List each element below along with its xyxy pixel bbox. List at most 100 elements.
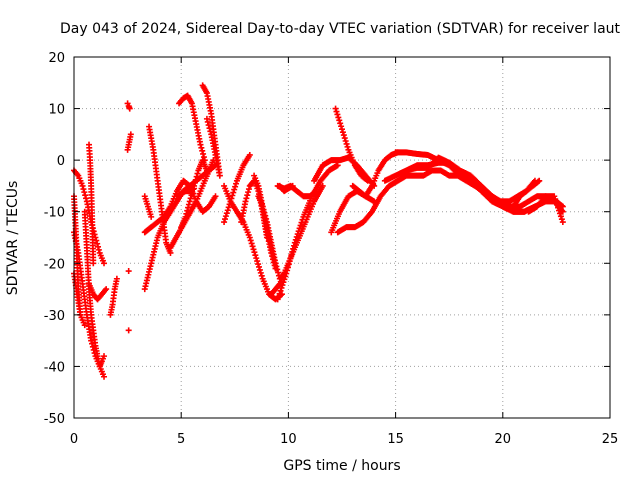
y-tick-label: -30 — [44, 309, 65, 324]
series-arc08 — [107, 275, 120, 318]
data-point — [148, 213, 155, 220]
y-axis-label: SDTVAR / TECUs — [5, 181, 21, 296]
data-point — [223, 210, 230, 217]
data-point — [95, 246, 102, 253]
data-point — [245, 186, 252, 193]
series-arc07 — [86, 280, 110, 303]
data-point — [126, 105, 133, 112]
data-point — [246, 234, 253, 241]
data-point — [207, 128, 214, 135]
data-point — [343, 140, 350, 147]
data-point — [198, 144, 205, 151]
data-point — [80, 186, 87, 193]
series-arc28 — [259, 208, 279, 272]
data-point — [275, 269, 282, 276]
data-point — [225, 204, 232, 211]
data-point — [556, 207, 563, 214]
data-point — [192, 176, 199, 183]
data-point — [89, 340, 96, 347]
data-point — [342, 137, 349, 144]
data-point — [251, 249, 258, 256]
x-tick-label: 5 — [177, 432, 185, 447]
data-point — [297, 222, 304, 229]
y-tick-label: -20 — [44, 257, 65, 272]
data-point — [269, 253, 276, 260]
data-point — [228, 195, 235, 202]
data-point — [101, 353, 108, 360]
y-tick-label: -40 — [44, 360, 65, 375]
data-point — [226, 201, 233, 208]
data-point — [216, 172, 223, 179]
data-point — [103, 286, 110, 293]
data-point — [364, 177, 371, 184]
data-point — [187, 195, 194, 202]
data-point — [337, 120, 344, 127]
y-tick-label: -10 — [44, 206, 65, 221]
data-point — [555, 204, 562, 211]
series-arc05 — [81, 208, 108, 370]
data-point — [272, 265, 279, 272]
data-point — [221, 219, 228, 226]
series-arc09 — [124, 100, 133, 112]
series-arc40 — [403, 154, 538, 215]
data-point — [185, 204, 192, 211]
data-point — [186, 198, 193, 205]
data-point — [101, 373, 108, 380]
x-tick-label: 20 — [495, 432, 512, 447]
series-arc24 — [221, 151, 253, 226]
data-point — [243, 195, 250, 202]
data-point — [252, 252, 259, 259]
data-point — [344, 143, 351, 150]
data-point — [189, 189, 196, 196]
data-point — [363, 176, 370, 183]
data-point — [200, 154, 207, 161]
data-point — [275, 282, 282, 289]
data-point — [125, 327, 132, 334]
data-point — [193, 173, 200, 180]
data-point — [559, 219, 566, 226]
data-point — [233, 180, 240, 187]
x-tick-label: 0 — [70, 432, 78, 447]
data-point — [183, 210, 190, 217]
data-point — [269, 256, 276, 263]
series-arc16 — [141, 193, 155, 220]
series-arc12 — [125, 327, 132, 334]
data-point — [333, 108, 340, 115]
data-point — [332, 105, 339, 112]
data-point — [206, 125, 213, 132]
data-point — [270, 259, 277, 266]
data-point — [101, 260, 108, 267]
data-point — [246, 151, 253, 158]
data-point — [199, 147, 206, 154]
data-point — [338, 123, 345, 130]
axis-ticks: 0 5 10 15 20 25 -50 -40 -30 -20 -10 0 10 20 — [44, 51, 619, 447]
series-arc42 — [525, 193, 566, 226]
x-tick-label: 15 — [387, 432, 404, 447]
data-point — [125, 268, 132, 275]
data-point — [339, 126, 345, 133]
x-tick-label: 25 — [602, 432, 619, 447]
data-point — [319, 182, 326, 189]
data-point — [274, 296, 281, 303]
data-point — [334, 111, 341, 118]
data-point — [245, 189, 252, 196]
data-point — [556, 210, 563, 217]
data-point — [277, 287, 284, 294]
data-point — [231, 186, 238, 193]
data-point — [203, 115, 210, 122]
data-point — [227, 198, 234, 205]
series-arc30 — [268, 182, 326, 298]
data-point — [250, 246, 257, 253]
data-point — [334, 162, 341, 169]
data-point — [553, 198, 560, 205]
series-arc06 — [86, 141, 97, 267]
series-arc20 — [176, 92, 208, 164]
data-point — [268, 249, 275, 256]
data-point — [276, 290, 283, 297]
data-point — [190, 186, 197, 193]
data-point — [340, 132, 347, 139]
data-point — [275, 293, 282, 300]
data-point — [229, 192, 236, 199]
data-point — [188, 192, 195, 199]
